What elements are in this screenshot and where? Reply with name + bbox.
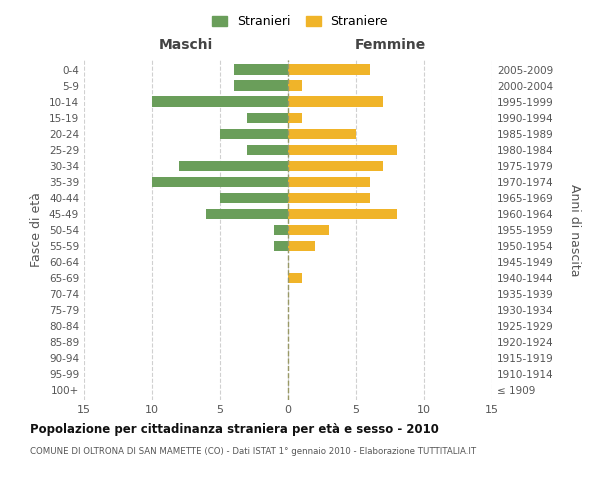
Bar — [233, 80, 288, 91]
Bar — [288, 192, 370, 203]
Bar — [288, 96, 383, 107]
Bar — [274, 241, 288, 251]
Bar — [288, 241, 315, 251]
Legend: Stranieri, Straniere: Stranieri, Straniere — [208, 11, 392, 32]
Bar — [206, 208, 288, 219]
Bar — [220, 192, 288, 203]
Bar — [288, 80, 302, 91]
Bar — [247, 144, 288, 155]
Bar — [233, 64, 288, 75]
Bar — [288, 208, 397, 219]
Bar — [179, 160, 288, 171]
Bar — [288, 64, 370, 75]
Y-axis label: Anni di nascita: Anni di nascita — [568, 184, 581, 276]
Bar — [288, 112, 302, 123]
Bar — [247, 112, 288, 123]
Bar — [288, 128, 356, 139]
Bar — [288, 144, 397, 155]
Bar — [152, 96, 288, 107]
Text: Maschi: Maschi — [159, 38, 213, 52]
Bar — [288, 273, 302, 283]
Text: COMUNE DI OLTRONA DI SAN MAMETTE (CO) - Dati ISTAT 1° gennaio 2010 - Elaborazion: COMUNE DI OLTRONA DI SAN MAMETTE (CO) - … — [30, 448, 476, 456]
Bar — [220, 128, 288, 139]
Y-axis label: Fasce di età: Fasce di età — [31, 192, 43, 268]
Bar — [288, 160, 383, 171]
Bar — [274, 225, 288, 235]
Bar — [288, 176, 370, 187]
Text: Popolazione per cittadinanza straniera per età e sesso - 2010: Popolazione per cittadinanza straniera p… — [30, 422, 439, 436]
Bar — [288, 225, 329, 235]
Bar — [152, 176, 288, 187]
Text: Femmine: Femmine — [355, 38, 425, 52]
